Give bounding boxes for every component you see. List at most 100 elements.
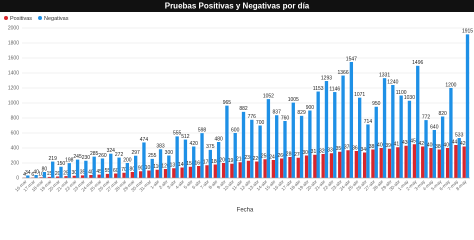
bar: [167, 155, 171, 178]
bar: [109, 153, 113, 178]
value-label: 40: [88, 169, 94, 175]
value-label: 410: [394, 142, 403, 148]
bar: [324, 81, 329, 178]
bar: [197, 166, 201, 178]
value-label: 45: [96, 169, 102, 175]
y-tick-label: 200: [11, 160, 20, 166]
x-tick-label: 5-abr: [183, 179, 194, 190]
title-bar: [0, 0, 474, 12]
value-label: 714: [364, 119, 373, 125]
value-label: 30: [71, 170, 77, 176]
bar: [114, 173, 118, 178]
value-label: 1153: [313, 86, 324, 92]
bar: [56, 176, 60, 178]
bar: [142, 142, 146, 178]
bar: [338, 151, 342, 178]
value-label: 350: [336, 146, 345, 152]
value-label: 360: [352, 145, 361, 151]
bar: [291, 102, 295, 178]
bar: [163, 169, 168, 178]
value-label: 110: [153, 164, 161, 170]
bar: [100, 158, 105, 178]
bar: [399, 95, 403, 178]
y-tick-label: 1800: [8, 40, 19, 46]
bar: [283, 121, 287, 178]
bar: [117, 157, 121, 178]
bar: [26, 175, 30, 178]
bar: [354, 151, 358, 178]
bar: [349, 61, 354, 178]
y-tick-label: 2000: [8, 25, 19, 31]
value-label: 380: [435, 144, 444, 150]
bar: [150, 158, 154, 178]
bar: [449, 88, 453, 178]
value-label: 533: [455, 132, 464, 138]
x-tick-label: 4-abr: [174, 179, 185, 190]
bar: [250, 119, 254, 178]
value-label: 230: [82, 155, 91, 161]
bar: [125, 163, 130, 178]
value-label: 280: [286, 151, 295, 157]
value-label: 1240: [387, 79, 398, 85]
value-label: 640: [430, 124, 439, 130]
value-label: 320: [319, 148, 328, 154]
bar: [316, 91, 320, 178]
bar: [233, 133, 237, 178]
value-label: 440: [452, 139, 461, 145]
x-tick-label: 2-abr: [158, 179, 169, 190]
value-label: 200: [123, 157, 132, 163]
value-label: 598: [198, 127, 207, 133]
bar: [172, 168, 176, 178]
value-label: 310: [311, 149, 320, 155]
value-label: 198: [65, 157, 74, 163]
bar: [333, 92, 337, 178]
value-label: 272: [115, 152, 124, 158]
bar: [346, 150, 350, 178]
value-label: 882: [239, 106, 248, 112]
value-label: 6: [31, 172, 34, 178]
value-label: 20: [55, 171, 61, 177]
value-label: 400: [427, 142, 436, 148]
value-label: 420: [460, 141, 469, 147]
value-label: 260: [278, 153, 287, 159]
bar: [59, 166, 63, 178]
bar: [75, 159, 80, 178]
value-label: 375: [206, 144, 215, 150]
value-label: 340: [360, 147, 369, 153]
value-label: 1366: [338, 70, 349, 76]
value-label: 297: [131, 150, 140, 156]
value-label: 220: [253, 156, 262, 162]
legend-label: Positivas: [10, 16, 32, 22]
value-label: 230: [244, 155, 253, 161]
value-label: 250: [261, 154, 270, 160]
bar: [462, 146, 466, 178]
y-tick-label: 600: [11, 130, 20, 136]
y-tick-label: 1000: [8, 100, 19, 106]
chart-title: Pruebas Positivas y Negativas por día: [165, 2, 310, 11]
x-tick-label: 7-abr: [199, 179, 210, 190]
bar: [200, 133, 204, 178]
value-label: 60: [113, 168, 119, 174]
bar: [51, 161, 55, 178]
bar: [424, 120, 428, 178]
bar: [412, 144, 417, 178]
value-label: 1496: [412, 60, 423, 66]
bar: [221, 163, 226, 178]
bar: [421, 146, 425, 178]
bar: [225, 105, 229, 178]
value-label: 400: [377, 142, 386, 148]
y-tick-label: 400: [11, 145, 20, 151]
bar: [445, 148, 450, 178]
bar: [329, 153, 334, 178]
bar: [358, 97, 362, 178]
value-label: 1071: [354, 92, 365, 98]
x-tick-label: 8-abr: [208, 179, 219, 190]
bar: [255, 161, 259, 178]
value-label: 1200: [445, 82, 456, 88]
bar: [271, 160, 276, 178]
bar: [275, 115, 279, 178]
bar: [404, 145, 408, 178]
bar: [454, 145, 458, 178]
bar: [258, 125, 262, 178]
bar: [39, 177, 43, 178]
